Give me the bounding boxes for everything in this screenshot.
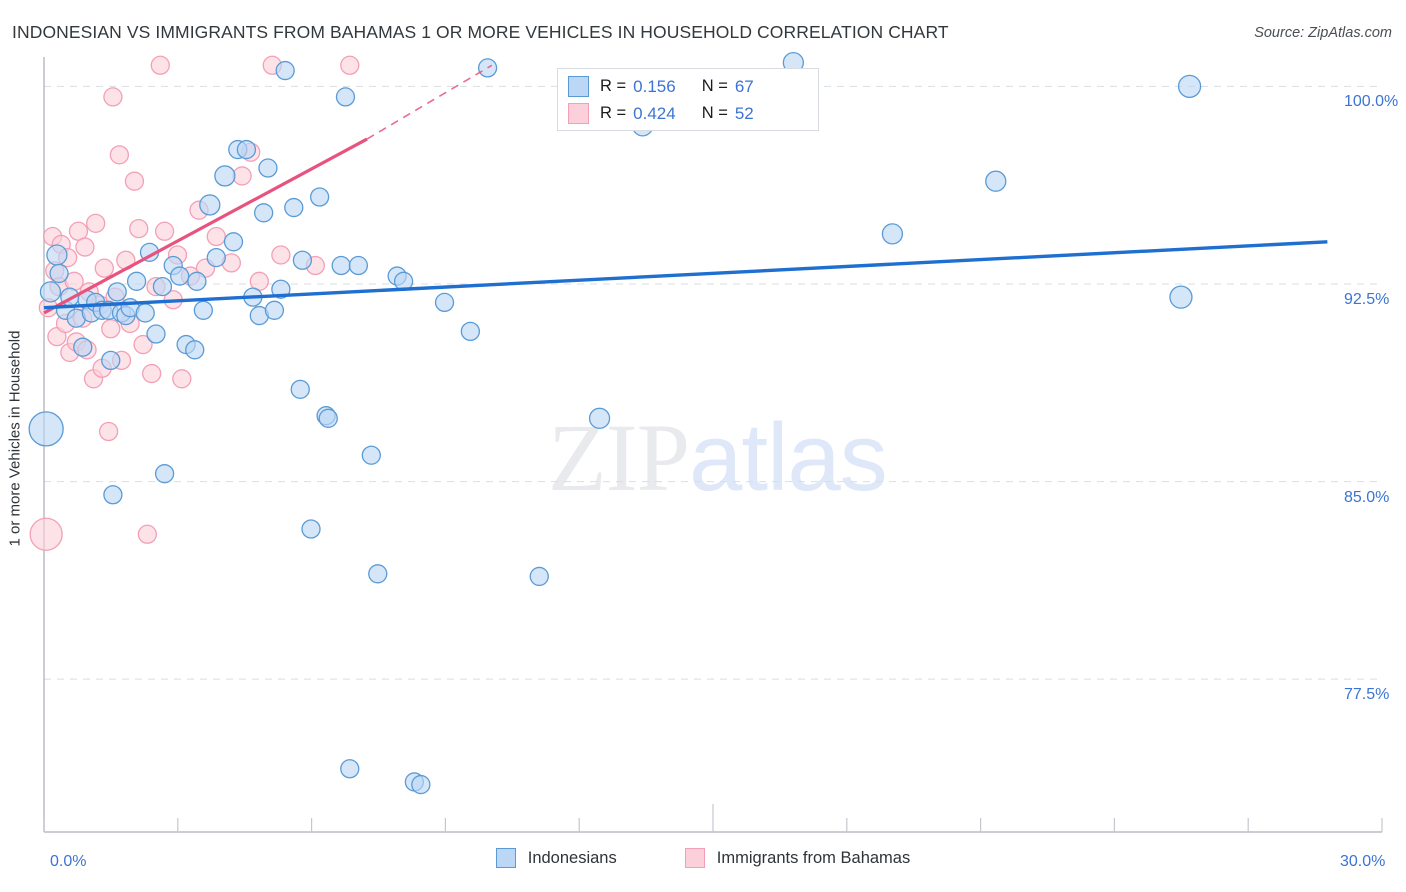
- y-tick-label-1: 92.5%: [1344, 290, 1390, 308]
- x-tick-label-max: 30.0%: [1340, 853, 1386, 870]
- legend-label-bahamas: Immigrants from Bahamas: [716, 848, 911, 867]
- legend-swatch-bahamas: [568, 103, 589, 124]
- x-tick-label-min: 0.0%: [50, 853, 87, 870]
- correlation-stats-legend: R = 0.156 N = 67 R = 0.424 N = 52: [557, 68, 819, 131]
- n-label-bahamas: N =: [701, 104, 728, 122]
- series-legend: Indonesians Immigrants from Bahamas: [0, 848, 1406, 868]
- y-tick-label-2: 85.0%: [1344, 488, 1390, 506]
- y-tick-label-3: 77.5%: [1344, 686, 1390, 704]
- r-label-indonesians: R =: [600, 77, 627, 95]
- legend-item-indonesians[interactable]: Indonesians: [495, 848, 617, 868]
- legend-color-indonesians: [495, 848, 516, 868]
- legend-color-bahamas: [684, 848, 705, 868]
- r-label-bahamas: R =: [600, 104, 627, 122]
- n-value-indonesians: 67: [734, 76, 754, 96]
- stats-legend-row-indonesians: R = 0.156 N = 67: [568, 73, 754, 100]
- n-value-bahamas: 52: [734, 103, 754, 123]
- legend-swatch-indonesians: [568, 76, 589, 97]
- legend-item-bahamas[interactable]: Immigrants from Bahamas: [684, 848, 911, 868]
- r-value-indonesians: 0.156: [633, 76, 676, 96]
- stats-legend-row-bahamas: R = 0.424 N = 52: [568, 100, 754, 127]
- legend-label-indonesians: Indonesians: [527, 848, 617, 867]
- n-label-indonesians: N =: [701, 77, 728, 95]
- r-value-bahamas: 0.424: [633, 103, 676, 123]
- source-attribution: Source: ZipAtlas.com: [1254, 25, 1392, 41]
- y-tick-label-0: 100.0%: [1344, 93, 1399, 111]
- page-title: INDONESIAN VS IMMIGRANTS FROM BAHAMAS 1 …: [12, 22, 949, 42]
